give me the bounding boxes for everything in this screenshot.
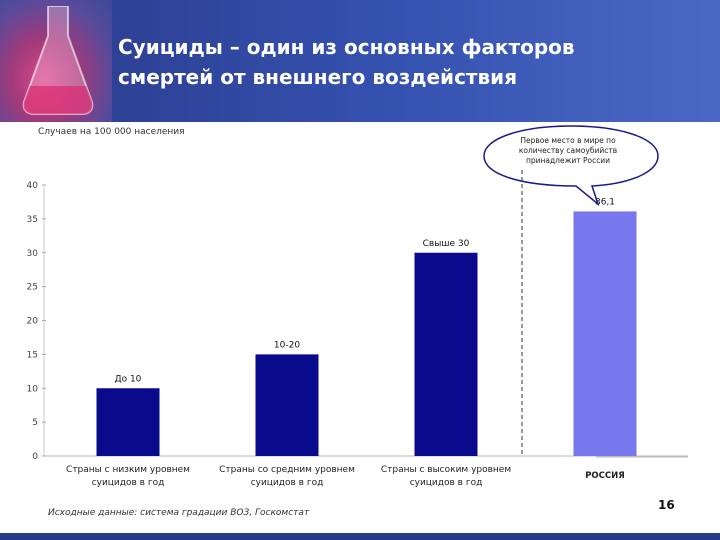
y-tick-label: 25 xyxy=(27,283,38,293)
y-tick-label: 0 xyxy=(32,452,38,462)
header-band: Суициды – один из основных факторов смер… xyxy=(0,0,720,122)
bar xyxy=(255,354,319,456)
bottom-bar xyxy=(0,533,720,540)
x-tick-label: Страны с низким уровнем xyxy=(66,465,190,475)
y-tick-label: 10 xyxy=(27,384,39,394)
bar xyxy=(573,211,637,456)
data-label: 36,1 xyxy=(595,197,615,207)
flask-image xyxy=(0,0,112,122)
bar xyxy=(96,388,160,456)
y-tick-label: 15 xyxy=(27,350,38,360)
x-tick-label: Страны со средним уровнем xyxy=(219,465,355,475)
source-note: Исходные данные: система градации ВОЗ, Г… xyxy=(48,508,310,518)
callout-text: Первое место в мире по количеству самоуб… xyxy=(518,136,618,165)
y-tick-label: 20 xyxy=(27,317,39,327)
flask-icon xyxy=(22,6,94,115)
page-title: Суициды – один из основных факторов смер… xyxy=(118,32,708,92)
data-label: Свыше 30 xyxy=(423,239,470,249)
x-tick-label: РОССИЯ xyxy=(585,471,625,481)
title-line-2: смертей от внешнего воздействия xyxy=(118,65,518,89)
y-tick-label: 35 xyxy=(27,215,38,225)
y-tick-label: 5 xyxy=(32,418,38,428)
data-label: До 10 xyxy=(115,374,142,384)
y-tick-label: 40 xyxy=(27,181,39,191)
x-tick-label: суицидов в год xyxy=(92,478,165,488)
x-tick-label: суицидов в год xyxy=(410,478,483,488)
x-tick-label: суицидов в год xyxy=(251,478,324,488)
y-tick-label: 30 xyxy=(27,249,39,259)
bar xyxy=(414,252,478,456)
callout-bubble xyxy=(483,125,659,206)
x-tick-label: Страны с высоким уровнем xyxy=(381,465,511,475)
data-label: 10-20 xyxy=(274,340,300,350)
y-axis-unit-label: Случаев на 100 000 населения xyxy=(38,127,185,137)
page-number: 16 xyxy=(658,498,675,512)
title-line-1: Суициды – один из основных факторов xyxy=(118,35,575,59)
